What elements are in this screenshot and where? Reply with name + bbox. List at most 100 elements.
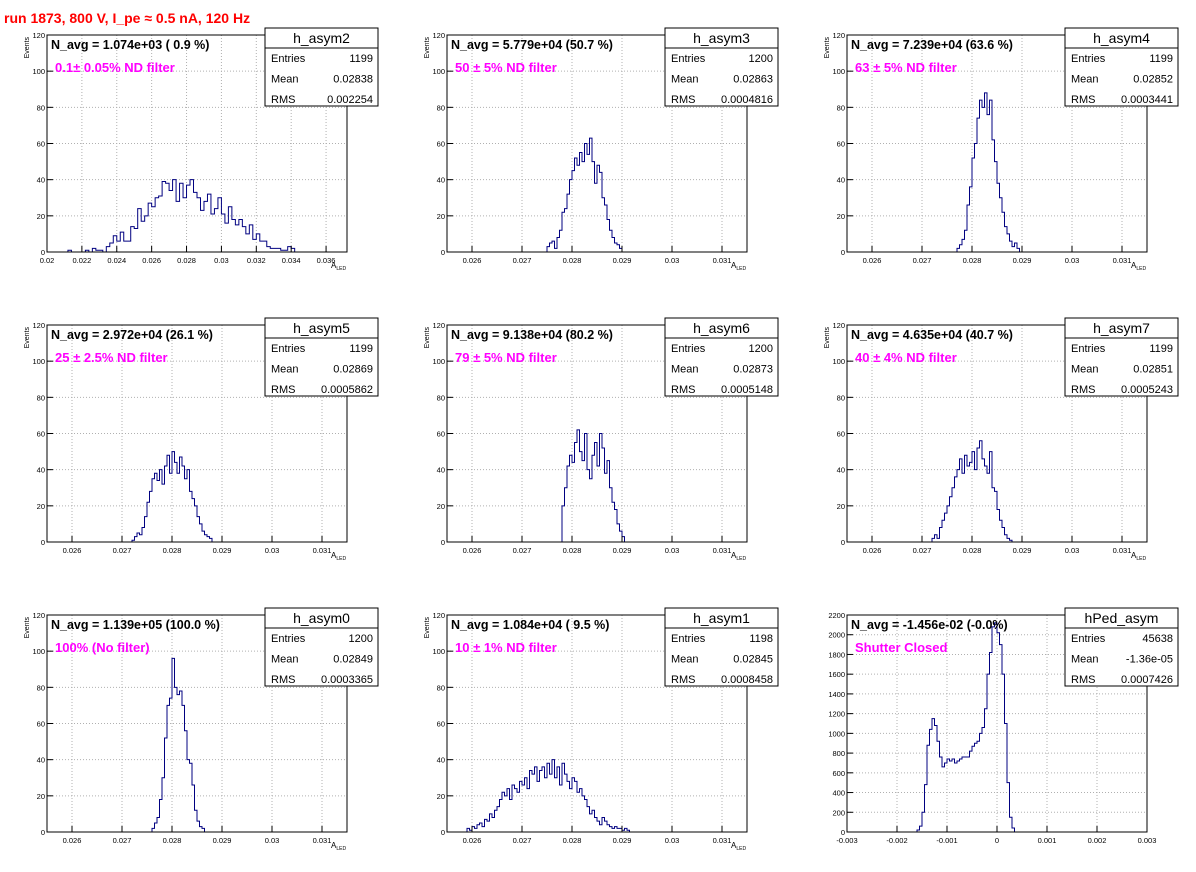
y-tick-label: 0 [41,538,45,547]
stats-label: Entries [1071,53,1106,65]
histogram-bin [560,785,563,832]
x-axis-label: ALED [331,551,346,562]
histogram-bin [207,194,210,252]
x-tick-label: 0.028 [563,256,582,265]
histogram-bin [253,239,256,252]
histogram-bin [1012,247,1015,252]
x-tick-label: 0.032 [247,256,266,265]
y-tick-label: 100 [32,357,45,366]
filter-annotation: 79 ± 5% ND filter [455,350,557,365]
y-tick-label: 20 [437,212,445,221]
stats-label: Mean [271,364,299,376]
histogram-bin [532,774,535,832]
histogram-bin [263,241,266,252]
n-avg-label: N_avg = -1.456e-02 (-0.0%) [851,618,1008,632]
x-tick-label: 0.031 [713,546,732,555]
y-tick-label: 120 [832,321,845,330]
filter-annotation: 10 ± 1% ND filter [455,640,557,655]
histogram-bin [962,757,965,832]
x-axis-label: ALED [331,261,346,272]
y-tick-label: 80 [837,393,845,402]
stats-title: h_asym4 [1093,30,1150,46]
stats-label: Entries [1071,343,1106,355]
stats-value: 0.02849 [333,654,373,666]
y-tick-label: 60 [37,720,45,729]
y-tick-label: 120 [32,321,45,330]
y-tick-label: 80 [837,103,845,112]
histogram-bin [965,757,968,832]
histogram-bin [166,183,169,252]
stats-label: Entries [271,343,306,355]
histogram-bin [602,198,605,252]
x-tick-label: 0.03 [665,256,680,265]
histogram-bin [113,236,116,252]
x-tick-label: 0.026 [863,546,882,555]
histogram-bin [565,209,568,252]
stats-title: h_asym7 [1093,320,1150,336]
stats-label: Mean [1071,74,1099,86]
stats-box [664,607,779,687]
histogram-bin [194,192,197,252]
x-tick-label: 0.028 [163,546,182,555]
x-tick-label: 0.026 [63,546,82,555]
histogram-bin [577,165,580,252]
y-axis-label: Events [424,37,431,59]
x-tick-label: 0.027 [513,256,532,265]
x-tick-label: 0.026 [463,546,482,555]
y-axis-label: Events [424,617,431,639]
y-tick-label: 40 [37,756,45,765]
histogram-bin [992,627,995,832]
histogram-bin [180,183,183,252]
histogram-bin [580,153,583,252]
stats-value: 0.02852 [1133,74,1173,86]
y-tick-label: 20 [37,502,45,511]
histogram-bin [587,154,590,252]
y-tick-label: 120 [32,31,45,40]
y-tick-label: 1400 [828,690,845,699]
stats-box [264,27,379,107]
y-tick-label: 800 [832,749,845,758]
histogram-bin [249,225,252,252]
page-title: run 1873, 800 V, I_pe ≈ 0.5 nA, 120 Hz [4,10,251,26]
stats-label: Entries [271,53,306,65]
x-tick-label: 0.003 [1138,836,1157,845]
stats-label: Mean [671,74,699,86]
x-tick-label: 0.024 [107,256,126,265]
histogram-bin [187,185,190,252]
x-tick-label: 0.028 [963,546,982,555]
y-tick-label: 120 [432,611,445,620]
stats-value: 1199 [349,343,373,355]
stats-value: 1198 [749,633,773,645]
stats-label: Entries [1071,633,1106,645]
histogram-bin [960,759,963,832]
histogram-bin [274,248,277,252]
histogram-bin [590,479,593,542]
y-tick-label: 0 [41,828,45,837]
histogram-bin [211,214,214,252]
histogram-bin [152,207,155,252]
x-tick-label: 0.029 [1013,256,1032,265]
stats-title: h_asym0 [293,610,350,626]
x-tick-label: 0 [995,836,999,845]
y-tick-label: 0 [41,248,45,257]
x-tick-label: 0.02 [40,256,55,265]
histogram-bin [221,214,224,252]
stats-label: RMS [1071,94,1095,106]
x-tick-label: 0.027 [913,256,932,265]
histogram-bin [120,232,123,252]
y-tick-label: 60 [37,430,45,439]
stats-value: 45638 [1142,633,1173,645]
histogram-bin [110,243,113,252]
y-tick-label: 80 [37,393,45,402]
stats-value: 1200 [749,343,773,355]
x-tick-label: 0.001 [1038,836,1057,845]
x-tick-label: 0.027 [113,836,132,845]
histogram-bin [612,828,615,832]
x-tick-label: 0.029 [1013,546,1032,555]
stats-label: Mean [271,654,299,666]
y-tick-label: 80 [437,103,445,112]
filter-annotation: 50 ± 5% ND filter [455,60,557,75]
histogram-bin [597,466,600,542]
y-tick-label: 20 [837,212,845,221]
y-tick-label: 60 [837,430,845,439]
